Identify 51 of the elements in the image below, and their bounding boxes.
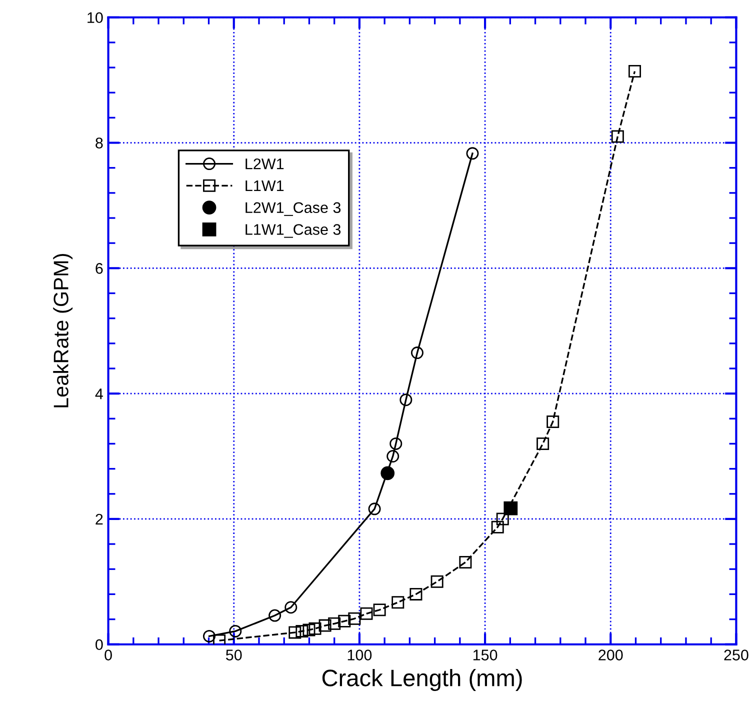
point [229,624,242,638]
point [268,609,282,622]
x-tick-label: 100 [348,650,372,660]
legend-label: L1W1_Case 3 [246,224,341,238]
point [390,437,402,450]
point [338,614,351,628]
point [213,634,226,644]
point [328,617,341,630]
point [318,619,332,632]
point [288,626,302,639]
point [459,556,472,568]
x-tick-label: 200 [598,650,623,660]
legend-label: L1W1 [246,180,284,192]
point [400,394,412,406]
point [284,601,298,614]
x-tick-label: 50 [226,650,242,660]
point [386,450,400,463]
point [302,624,316,636]
x-axis-title: Crack Length (mm) [322,669,522,692]
point [536,437,550,450]
legend-label: L2W1 [246,158,284,170]
point [308,622,322,635]
y-tick-label: 2 [96,514,103,524]
y-tick-label: 0 [96,639,103,650]
point [360,607,373,620]
x-tick-label: 150 [473,650,498,660]
point [504,501,518,516]
point [368,502,381,516]
point [296,624,308,638]
y-tick-label: 8 [96,138,103,148]
point [491,520,504,534]
point [373,604,386,616]
point [496,512,509,526]
point [380,466,395,480]
legend-label: L2W1_Case 3 [246,202,341,216]
x-tick-label: 250 [724,650,748,660]
point [203,630,216,642]
point [546,416,560,428]
point [392,596,404,609]
point [628,65,641,78]
y-tick-label: 6 [96,263,103,274]
y-tick-label: 10 [88,12,103,24]
point [410,588,422,600]
point [348,612,361,625]
point [430,575,444,588]
x-tick-label: 0 [104,650,112,660]
y-axis-title: LeakRate (GPM) [53,254,73,408]
point [611,130,624,143]
point [466,147,479,160]
y-tick-label: 4 [95,388,103,400]
point [410,346,424,360]
